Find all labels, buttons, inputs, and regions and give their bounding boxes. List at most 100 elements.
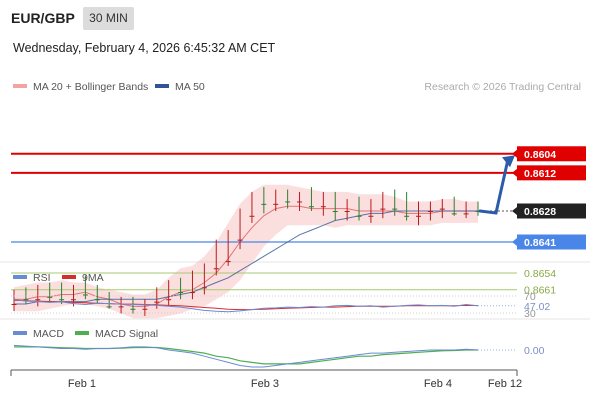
forecast-arrow-head (502, 155, 515, 168)
rsi-legend-swatch (13, 275, 27, 279)
candle-body (189, 292, 195, 294)
candle (82, 275, 88, 300)
time-axis-tick-label: Feb 1 (68, 378, 96, 390)
candle-body (130, 308, 136, 310)
candle-body (439, 208, 445, 210)
candle (332, 191, 338, 221)
candle (94, 284, 100, 304)
candle-body (178, 292, 184, 294)
candle-body (404, 215, 410, 217)
support-2-tag (517, 146, 586, 162)
candle (463, 201, 469, 219)
ma50-legend-swatch (155, 84, 169, 88)
forecast-arrow-shaft (478, 157, 510, 215)
macd-line (13, 344, 479, 368)
candle-body (118, 306, 124, 308)
pivot-tag-pointer (512, 238, 517, 246)
current-tag-label: 0.8628 (524, 206, 556, 218)
candle-body (47, 296, 53, 298)
timeframe-badge[interactable]: 30 MIN (83, 7, 134, 30)
candle-body (380, 208, 386, 210)
copyright-label: Research © 2026 Trading Central (424, 81, 581, 93)
support-1-tag-pointer (512, 168, 517, 177)
candle-body (320, 206, 326, 208)
rsi-legend: RSI 9MA (13, 272, 104, 284)
candle (130, 296, 136, 314)
macd-legend: MACD MACD Signal (13, 328, 158, 340)
candle (237, 208, 243, 250)
candle-body (225, 261, 231, 263)
macd-signal-legend-label: MACD Signal (95, 328, 158, 340)
current-tag-pointer (512, 207, 517, 215)
candle (166, 280, 172, 307)
bollinger-legend-swatch (13, 84, 27, 88)
candle (427, 201, 433, 221)
candle (201, 263, 207, 295)
candle (59, 282, 65, 304)
candle (439, 199, 445, 219)
candle-body (201, 287, 207, 289)
candle-body (344, 211, 350, 212)
candle (47, 282, 53, 302)
main-legend: MA 20 + Bollinger Bands MA 50 Research ©… (13, 81, 581, 93)
forecast-arrow (478, 155, 515, 215)
moving-averages (14, 210, 478, 305)
ma50-line (14, 210, 478, 305)
candle-body (285, 201, 291, 203)
rsi-line (13, 298, 479, 313)
rsi-ma-legend-swatch (62, 275, 76, 279)
candle (273, 189, 279, 211)
candle (35, 284, 41, 307)
candle-body (35, 299, 41, 301)
candle-body (356, 215, 362, 217)
candle-body (106, 306, 112, 308)
candle (368, 199, 374, 223)
candle (451, 196, 457, 216)
candle-body (166, 299, 172, 301)
current-tag (517, 203, 586, 219)
time-axis: Feb 1 Feb 3 Feb 4 Feb 12 (10, 369, 522, 390)
candle-body (82, 294, 88, 296)
candle-body (273, 203, 279, 205)
pair-title: EUR/GBP (11, 10, 75, 26)
candle-body (416, 215, 422, 217)
time-axis-tick-label: Feb 12 (488, 378, 522, 390)
macd-signal-legend-swatch (75, 331, 89, 335)
bollinger-bands (14, 184, 478, 319)
support-2-tag-label: 0.8604 (524, 149, 556, 161)
rsi-level-label-30: 30 (524, 308, 536, 320)
candle (392, 189, 398, 216)
datetime-label: Wednesday, February 4, 2026 6:45:32 AM C… (13, 41, 276, 55)
candle-body (154, 301, 160, 303)
candle-body (451, 213, 457, 215)
support-1-tag-label: 0.8612 (524, 168, 556, 180)
candle (118, 296, 124, 314)
candle-body (237, 239, 243, 241)
candle-body (23, 299, 29, 301)
candle-body (475, 211, 481, 212)
candle (285, 189, 291, 209)
candle (189, 270, 195, 300)
candle (297, 191, 303, 211)
candle (261, 187, 267, 214)
bollinger-legend-label: MA 20 + Bollinger Bands (33, 81, 148, 93)
candle (308, 187, 314, 211)
pivot-tag-label: 0.8641 (524, 237, 556, 249)
candle (249, 191, 255, 223)
candle (142, 299, 148, 316)
candle (178, 277, 184, 300)
support-1-tag (517, 165, 586, 181)
candle (320, 191, 326, 216)
rsi-current-label: 47.02 (524, 301, 550, 313)
candle-body (392, 208, 398, 210)
ma50-legend-label: MA 50 (175, 81, 205, 93)
ma20-line (14, 205, 478, 307)
candle-body (368, 215, 374, 217)
pivot-tag (517, 234, 586, 250)
candle (225, 230, 231, 266)
macd-legend-swatch (13, 331, 27, 335)
rsi-ma-legend-label: 9MA (82, 272, 104, 284)
